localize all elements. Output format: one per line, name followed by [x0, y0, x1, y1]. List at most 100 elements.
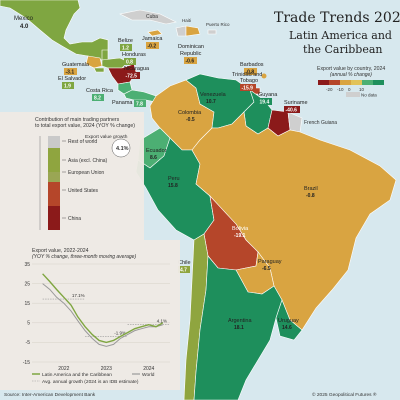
- legend-no-data: No data: [361, 93, 377, 98]
- partner-bar-us: [48, 182, 60, 206]
- value-box-panama: [134, 100, 146, 107]
- y-tick-label: -5: [26, 340, 31, 346]
- x-tick-label: 2023: [101, 366, 112, 372]
- partners-title-1: Contribution of main trading partners: [35, 117, 120, 123]
- country-cuba: [119, 9, 177, 25]
- label-peru: Peru: [168, 176, 180, 182]
- value-honduras: 0.8: [126, 60, 133, 66]
- series-line: [42, 283, 163, 347]
- label-argentina: Argentina: [228, 318, 252, 324]
- value-guyana: 19.4: [260, 100, 270, 106]
- country-mexico: [0, 0, 109, 61]
- source-text: Source: Inter-American Development Bank: [4, 392, 96, 398]
- value-trinidad: -15.9: [242, 86, 254, 92]
- label-honduras: Honduras: [122, 52, 146, 58]
- legend-swatch: [329, 80, 340, 85]
- value-bolivia: -19.1: [234, 233, 246, 239]
- legend-tick: 10: [359, 87, 365, 92]
- value-box-belize: [120, 44, 132, 51]
- country-dominican-republic: [185, 25, 201, 37]
- value-panama: 7.8: [136, 102, 143, 108]
- chart-legend-world: World: [142, 372, 155, 378]
- partners-panel-bg: [0, 112, 144, 240]
- chart-xticks: 2022 2023 2024: [58, 366, 154, 372]
- avg-label: 17.1%: [72, 293, 85, 298]
- chart-series: [42, 273, 164, 347]
- chart-legend-lac: Latin America and the Caribbean: [42, 372, 112, 378]
- value-nicaragua: -72.5: [126, 74, 138, 80]
- label-brazil: Brazil: [304, 186, 318, 192]
- line-chart-bg: [0, 240, 180, 390]
- label-suriname: Suriname: [284, 100, 308, 106]
- y-tick-label: 5: [27, 321, 30, 327]
- label-el-salvador: El Salvador: [58, 76, 86, 82]
- legend: Export value by country, 2024 (annual % …: [317, 66, 385, 98]
- legend-ticks: -20 -10 0 10: [326, 87, 365, 92]
- value-box-honduras: [124, 58, 136, 65]
- legend-swatch: [351, 80, 362, 85]
- partner-label-eu: European Union: [68, 170, 104, 176]
- legend-swatch: [318, 80, 329, 85]
- label-guyana: Guyana: [258, 92, 278, 98]
- value-box-guyana: [258, 98, 272, 105]
- value-el-salvador: 1.9: [64, 84, 71, 90]
- copyright-text: © 2025 Geopolitical Futures ®: [312, 391, 377, 398]
- value-uruguay: 14.6: [282, 325, 292, 331]
- legend-subtitle: (annual % change): [330, 72, 372, 78]
- partners-title-2: to total export value, 2024 (YOY % chang…: [35, 123, 135, 129]
- label-bolivia: Bolivia: [232, 226, 249, 232]
- country-uruguay: [275, 299, 303, 341]
- country-haiti: [175, 25, 187, 37]
- x-tick-label: 2022: [58, 366, 69, 372]
- partners-axis-label: Export value growth: [85, 134, 128, 140]
- label-ecuador: Ecuador: [146, 148, 167, 154]
- label-nicaragua: Nicaragua: [124, 66, 150, 72]
- label-trinidad-1: Trinidad and: [232, 72, 262, 78]
- value-venezuela: 10.7: [206, 99, 216, 105]
- chart-legend-avg: Avg. annual growth (2024 is an IDB estim…: [42, 379, 139, 385]
- value-box-chile: [178, 266, 190, 273]
- value-belize: 1.2: [122, 46, 129, 52]
- legend-title: Export value by country, 2024: [317, 66, 385, 72]
- legend-swatch: [362, 80, 373, 85]
- partners-total-circle: [111, 138, 131, 158]
- label-dominican-republic-2: Republic: [180, 51, 202, 57]
- avg-label: -1.9%: [114, 330, 126, 335]
- series-line: [42, 273, 164, 344]
- value-box-dominican: [184, 57, 197, 64]
- country-labels: Mexico 4.0 Cuba Haiti Puerto Rico Belize…: [14, 14, 337, 331]
- value-box-nicaragua: [124, 72, 140, 79]
- label-belize: Belize: [118, 38, 133, 44]
- country-jamaica: [147, 29, 163, 37]
- value-barbados: -0.8: [246, 70, 255, 76]
- label-trinidad-2: Tobago: [240, 78, 258, 84]
- value-mexico: 4.0: [20, 24, 29, 30]
- value-guatemala: -3.1: [66, 70, 75, 76]
- page-title: Trade Trends 2024: [274, 10, 400, 26]
- value-costa-rica: 8.2: [94, 96, 101, 102]
- value-paraguay: -6.5: [262, 266, 271, 272]
- partner-label-asia: Asia (excl. China): [68, 158, 108, 164]
- label-venezuela: Venezuela: [200, 92, 227, 98]
- partner-label-china: China: [68, 216, 81, 222]
- legend-tick: 0: [348, 87, 351, 92]
- value-dominican-republic: -0.6: [186, 59, 195, 65]
- label-colombia: Colombia: [178, 110, 202, 116]
- page-subtitle-2: the Caribbean: [303, 43, 383, 56]
- legend-no-data-swatch: [346, 92, 360, 97]
- label-puerto-rico: Puerto Rico: [206, 22, 230, 27]
- legend-swatch: [340, 80, 351, 85]
- value-box-guatemala: [64, 68, 77, 75]
- country-barbados: [261, 73, 267, 79]
- chart-subtitle: (YOY % change, three-month moving averag…: [32, 254, 136, 260]
- partner-bar-rest-of-world: [48, 136, 60, 148]
- legend-tick: -20: [326, 87, 333, 92]
- label-costa-rica: Costa Rica: [86, 88, 114, 94]
- label-cuba: Cuba: [146, 14, 158, 20]
- value-peru: 15.8: [168, 183, 178, 189]
- y-tick-label: 15: [24, 301, 30, 307]
- value-chile: 4.7: [180, 268, 187, 274]
- label-uruguay: Uruguay: [278, 318, 299, 324]
